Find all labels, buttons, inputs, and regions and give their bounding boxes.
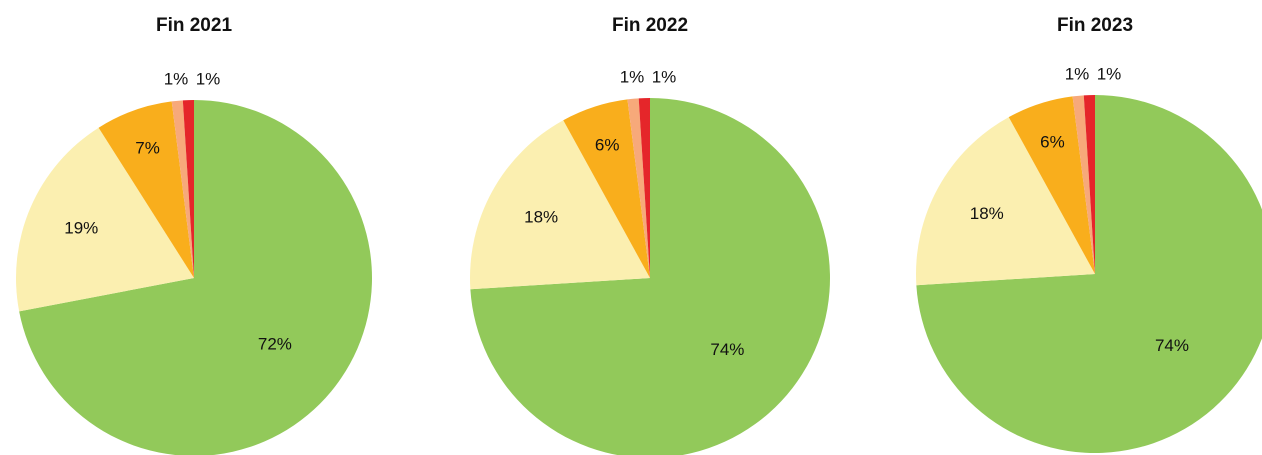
data-label: 74% xyxy=(710,340,744,359)
data-label: 1% xyxy=(620,67,645,86)
pie-slice xyxy=(916,95,1262,453)
data-label: 19% xyxy=(64,219,98,238)
data-label: 1% xyxy=(164,69,189,88)
data-label: 6% xyxy=(595,136,620,155)
pie-slice xyxy=(98,101,194,278)
chart-title: Fin 2023 xyxy=(1057,15,1133,36)
pie-slice xyxy=(563,99,650,278)
pie-slice xyxy=(916,117,1095,286)
data-label: 18% xyxy=(524,208,558,227)
chart-title: Fin 2022 xyxy=(612,15,688,36)
data-label: 7% xyxy=(135,139,160,158)
chart-title: Fin 2021 xyxy=(156,15,232,36)
pie-slice xyxy=(638,98,650,278)
data-label: 6% xyxy=(1040,132,1065,151)
data-label: 1% xyxy=(196,69,221,88)
data-label: 18% xyxy=(970,204,1004,223)
pie-slice xyxy=(15,127,194,312)
data-label: 1% xyxy=(652,67,677,86)
pie-slice xyxy=(627,98,650,278)
pie-slice xyxy=(171,100,194,278)
pie-slice xyxy=(19,100,372,455)
data-label: 1% xyxy=(1065,64,1090,83)
pie-slice xyxy=(1008,96,1095,274)
data-label: 74% xyxy=(1155,336,1189,355)
pie-slice xyxy=(470,120,650,290)
pie-slice xyxy=(1083,95,1095,274)
pie-slice xyxy=(470,98,830,455)
pie-slice xyxy=(1072,95,1095,275)
data-label: 1% xyxy=(1097,64,1122,83)
data-label: 72% xyxy=(258,334,292,353)
pie-slice xyxy=(182,100,194,278)
